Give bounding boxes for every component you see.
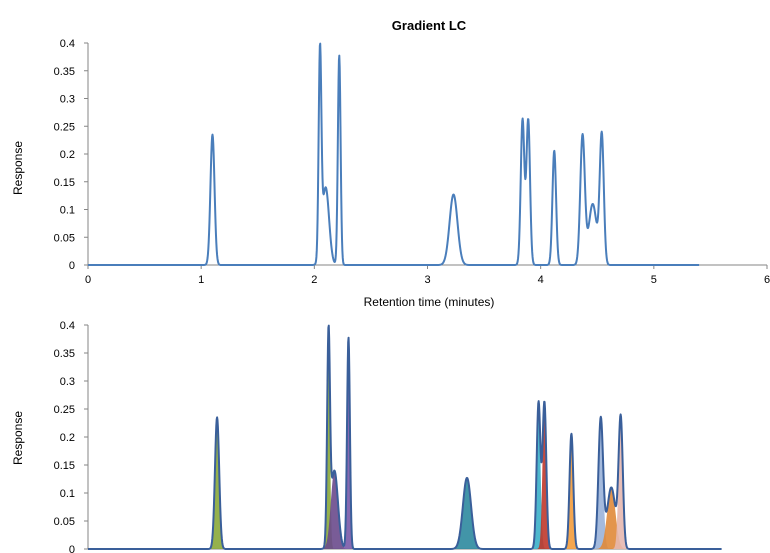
y-tick-label: 0.1	[60, 488, 75, 500]
y-tick-label: 0.35	[54, 348, 75, 360]
y-tick-label: 0.4	[60, 320, 75, 332]
y-tick-label: 0.35	[54, 66, 75, 78]
peak-area-3	[316, 470, 352, 549]
x-tick-label: 5	[651, 274, 657, 286]
y-tick-label: 0.1	[60, 205, 75, 217]
peak-area-4	[341, 337, 356, 549]
chromatogram-line	[87, 42, 700, 266]
x-tick-label: 1	[198, 274, 204, 286]
y-tick-label: 0.25	[54, 121, 75, 133]
y-tick-label: 0.05	[54, 232, 75, 244]
top-x-axis-label: Retention time (minutes)	[364, 295, 495, 309]
y-tick-label: 0.2	[60, 149, 75, 161]
x-tick-label: 3	[424, 274, 430, 286]
peak-area-1	[206, 417, 228, 549]
peak-area-11	[610, 419, 632, 549]
x-tick-label: 0	[85, 274, 91, 286]
y-tick-label: 0.3	[60, 94, 75, 106]
y-tick-label: 0.2	[60, 432, 75, 444]
chromatogram-envelope-line	[87, 324, 723, 550]
x-tick-label: 4	[538, 274, 544, 286]
peak-area-5	[446, 477, 488, 549]
y-tick-label: 0.05	[54, 516, 75, 528]
chart-title: Gradient LC	[392, 18, 467, 33]
bottom-chart: 0 0.05 0.1 0.15 0.2 0.25 0.3 0.35 0.4	[54, 320, 723, 553]
y-tick-label: 0.25	[54, 404, 75, 416]
peak-area-10	[590, 487, 632, 549]
peak-area-8	[562, 433, 581, 549]
peak-area-6	[529, 402, 548, 549]
y-tick-label: 0.15	[54, 460, 75, 472]
peak-area-9	[589, 419, 613, 549]
x-tick-label: 6	[764, 274, 770, 286]
y-tick-label: 0.15	[54, 177, 75, 189]
top-y-axis-label: Response	[11, 141, 25, 195]
y-tick-label: 0	[69, 260, 75, 272]
y-tick-label: 0.4	[60, 38, 75, 50]
y-tick-label: 0	[69, 544, 75, 553]
peak-area-7	[535, 402, 554, 549]
bottom-y-axis-label: Response	[11, 411, 25, 465]
peak-area-2	[321, 344, 336, 549]
x-tick-label: 2	[311, 274, 317, 286]
y-tick-label: 0.3	[60, 376, 75, 388]
top-chart: 0 0.05 0.1 0.15 0.2 0.25 0.3 0.35 0.4 0 1 2 3 4 5 6	[54, 38, 770, 286]
